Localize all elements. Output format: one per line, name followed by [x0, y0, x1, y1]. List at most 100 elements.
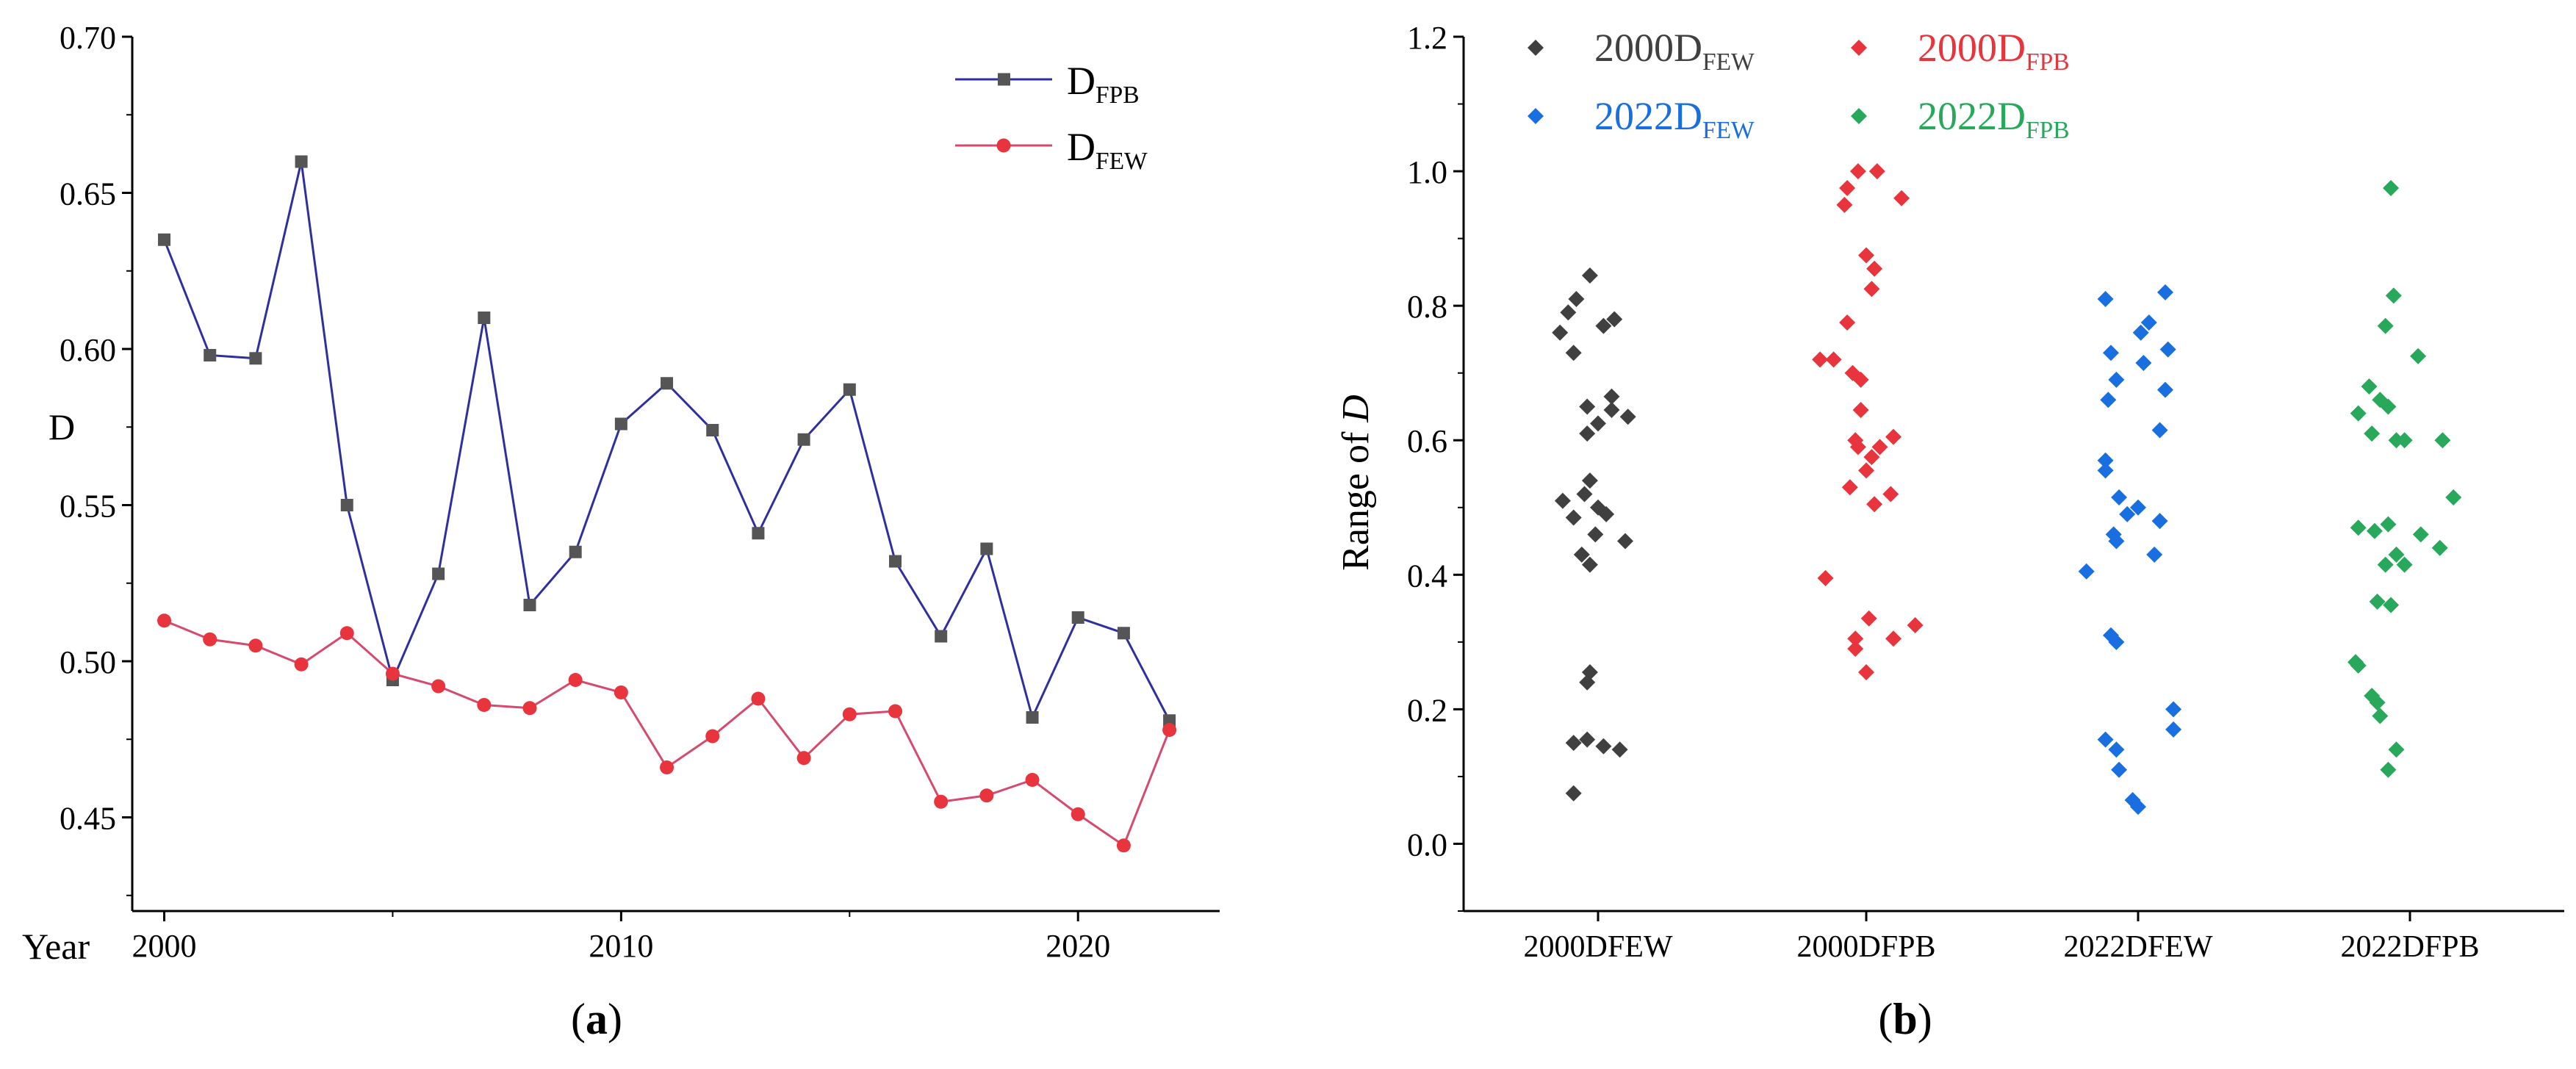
data-point-2000dfew: [1581, 267, 1598, 284]
data-point-2022dfpb: [2388, 741, 2405, 758]
data-point-dfew: [203, 632, 217, 647]
data-point-2022dfew: [2078, 563, 2095, 580]
data-point-2000dfew: [1579, 674, 1596, 691]
panel-a-series-lines: [163, 161, 1170, 848]
data-point-2022dfew: [2108, 371, 2125, 388]
data-point-dfpb: [797, 433, 810, 446]
data-point-dfpb: [478, 312, 491, 324]
data-point-2000dfew: [1552, 324, 1569, 341]
data-point-2000dfpb: [1849, 439, 1866, 456]
panel-b-y-ticks: 0.0 0.2 0.4 0.6 0.8 1.0 1.2: [1407, 20, 1464, 912]
data-point-2000dfpb: [1882, 486, 1899, 503]
data-point-2022dfew: [2132, 324, 2149, 341]
panel-b-y-tick-label: 1.2: [1407, 20, 1447, 56]
data-point-2000dfew: [1598, 505, 1615, 522]
data-point-dfpb: [980, 542, 993, 555]
data-point-2022dfew: [2097, 291, 2114, 307]
data-point-2000dfew: [1603, 388, 1620, 405]
data-point-2000dfpb: [1858, 462, 1874, 479]
panel-a-line-chart: 0.45 0.50 0.55 0.60 0.65 0.70 2000 2010 2020 DF…: [22, 20, 1220, 1043]
data-point-2000dfpb: [1849, 163, 1866, 180]
data-point-dfpb: [1163, 714, 1176, 727]
data-point-2022dfpb: [2434, 432, 2451, 449]
data-point-2000dfpb: [1885, 630, 1902, 647]
data-point-dfpb: [1117, 627, 1130, 640]
data-point-2022dfew: [2108, 741, 2125, 758]
data-point-dfpb: [752, 527, 765, 540]
data-point-dfew: [568, 673, 583, 687]
data-point-dfew: [1162, 723, 1177, 737]
panel-a-y-tick-label: 0.65: [60, 176, 116, 212]
data-point-2000dfew: [1579, 425, 1596, 442]
data-point-2000dfpb: [1885, 428, 1902, 445]
data-point-2022dfpb: [2369, 593, 2386, 610]
data-point-2022dfpb: [2366, 522, 2383, 539]
data-point-dfew: [934, 794, 949, 809]
panel-a-legend: DFPB DFEW: [955, 59, 1148, 175]
data-point-2000dfew: [1587, 526, 1604, 543]
panel-b-y-tick-label: 0.6: [1407, 423, 1447, 459]
data-point-2000dfew: [1579, 731, 1596, 748]
data-point-2022dfpb: [2431, 539, 2448, 556]
data-point-2000dfpb: [1812, 351, 1829, 368]
series-line-dfpb: [163, 161, 1170, 721]
panel-b-y-tick-label: 0.2: [1407, 692, 1447, 728]
panel-b-x-tick-label: 2000DFEW: [1524, 930, 1673, 964]
data-point-2000dfew: [1579, 398, 1596, 415]
data-point-2022dfpb: [2364, 425, 2381, 442]
data-point-2000dfew: [1606, 311, 1623, 328]
data-point-2000dfpb: [1866, 260, 1883, 277]
data-point-dfpb: [1071, 611, 1084, 624]
data-point-2022dfew: [2157, 284, 2173, 300]
data-point-dfew: [477, 698, 492, 712]
data-point-2022dfpb: [2372, 708, 2389, 724]
data-point-2022dfew: [2111, 489, 2128, 506]
panel-a-axes: [131, 37, 1220, 913]
panel-a-x-tick-label: 2010: [589, 928, 653, 964]
data-point-2022dfew: [2130, 799, 2146, 816]
data-point-dfew: [248, 638, 263, 653]
data-point-2022dfpb: [2369, 694, 2386, 711]
data-point-dfpb: [295, 155, 308, 168]
panel-a-x-tick-label: 2000: [132, 928, 197, 964]
panel-b-x-tick-label: 2022DFPB: [2340, 930, 2479, 964]
panel-b-scatter-chart: 0.00.20.40.60.81.01.2 2000DFEW 2000DFPB 20…: [1335, 20, 2564, 1043]
legend-label-2000-fpb: 2000DFPB: [1918, 26, 2070, 76]
data-point-2000dfew: [1617, 533, 1633, 550]
data-point-dfpb: [204, 349, 217, 361]
data-point-2000dfew: [1611, 741, 1628, 758]
data-point-dfew: [705, 729, 720, 744]
data-point-dfew: [339, 626, 354, 641]
data-point-dfew: [660, 760, 674, 774]
data-point-dfew: [1071, 807, 1085, 821]
data-point-2000dfew: [1619, 408, 1636, 425]
data-point-2022dfpb: [2383, 179, 2400, 196]
panel-b-y-tick-label: 1.0: [1407, 154, 1447, 190]
panel-b-y-axis-label: Range of D: [1335, 395, 1377, 571]
data-point-2000dfpb: [1863, 281, 1880, 298]
panel-b-legend: 2000DFEW 2000DFPB 2022DFEW 2022DFPB: [1528, 26, 2070, 144]
legend-marker-square: [998, 73, 1010, 86]
legend-marker-diamond: [1851, 108, 1867, 124]
data-point-2022dfew: [2165, 721, 2182, 738]
data-point-2022dfpb: [2361, 378, 2378, 395]
data-point-dfew: [979, 788, 994, 803]
data-point-2000dfpb: [1825, 351, 1842, 368]
data-point-dfew: [157, 613, 172, 628]
panel-b-y-tick-label: 0.8: [1407, 289, 1447, 325]
data-point-2022dfpb: [2377, 317, 2394, 334]
data-point-2000dfew: [1595, 738, 1612, 755]
panel-a-x-axis-label: Year: [22, 926, 90, 967]
data-point-2000dfew: [1560, 304, 1577, 321]
data-point-dfew: [751, 691, 766, 706]
panel-b-y-tick-label: 0.0: [1407, 827, 1447, 863]
data-point-2022dfew: [2111, 761, 2128, 778]
panel-b-x-tick-label: 2000DFPB: [1796, 930, 1935, 964]
panel-a-caption: (a): [571, 995, 622, 1043]
data-point-2000dfpb: [1852, 402, 1869, 419]
panel-a-y-tick-label: 0.50: [60, 644, 116, 680]
data-point-2022dfpb: [2388, 546, 2405, 563]
data-point-dfew: [796, 751, 811, 766]
data-point-2022dfew: [2108, 533, 2125, 550]
data-point-dfpb: [661, 377, 674, 390]
